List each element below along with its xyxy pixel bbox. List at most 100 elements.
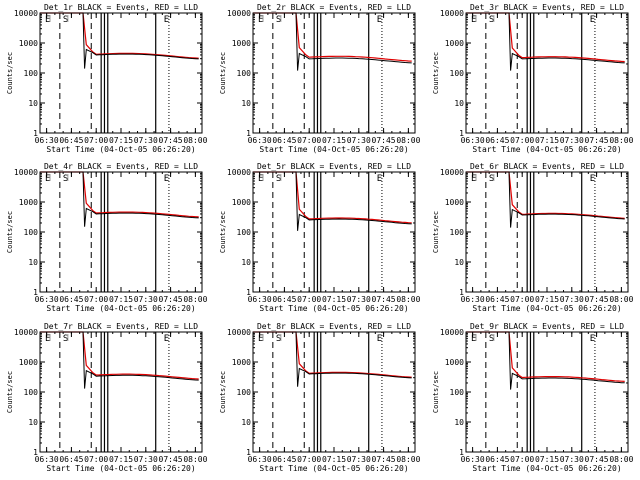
panel-title: Det_4r BLACK = Events, RED = LLD	[44, 162, 198, 171]
marker-label: E	[164, 15, 169, 25]
marker-label: E	[377, 15, 382, 25]
x-tick-label: 06:30	[461, 295, 485, 304]
x-tick-label: 06:30	[248, 455, 272, 464]
detector-panel: Det_6r BLACK = Events, RED = LLDE S E11010…	[432, 162, 634, 313]
plot-frame	[253, 13, 415, 133]
y-tick-label: 100	[24, 69, 39, 78]
x-tick-label: 06:30	[35, 295, 59, 304]
y-tick-label: 10	[454, 418, 464, 427]
x-tick-label: 07:45	[159, 455, 183, 464]
x-tick-label: 07:30	[560, 136, 584, 145]
plot-frame	[466, 13, 628, 133]
x-tick-label: 06:30	[461, 136, 485, 145]
x-tick-label: 07:30	[347, 295, 371, 304]
y-tick-label: 1000	[232, 39, 251, 48]
x-tick-label: 07:30	[134, 455, 158, 464]
x-tick-label: 07:00	[510, 295, 534, 304]
plot-frame	[40, 13, 202, 133]
x-tick-label: 08:00	[609, 455, 633, 464]
panel-title: Det_2r BLACK = Events, RED = LLD	[257, 3, 411, 12]
y-tick-label: 100	[24, 388, 39, 397]
x-tick-label: 06:30	[461, 455, 485, 464]
y-tick-label: 10	[28, 99, 38, 108]
x-tick-label: 07:45	[159, 295, 183, 304]
x-tick-label: 07:00	[297, 295, 321, 304]
x-tick-label: 07:15	[535, 136, 559, 145]
y-tick-label: 1000	[19, 198, 38, 207]
y-tick-label: 10000	[227, 328, 251, 337]
y-tick-label: 10000	[440, 328, 464, 337]
x-tick-label: 07:00	[84, 295, 108, 304]
y-tick-label: 100	[450, 228, 465, 237]
detector-panel: Det_8r BLACK = Events, RED = LLDE S E11010…	[219, 322, 421, 473]
x-tick-label: 08:00	[609, 295, 633, 304]
y-tick-label: 10	[454, 258, 464, 267]
x-tick-label: 08:00	[183, 455, 207, 464]
x-axis-label: Start Time (04-Oct-05 06:26:20)	[472, 145, 621, 154]
x-tick-label: 07:45	[372, 455, 396, 464]
x-tick-label: 06:45	[59, 295, 83, 304]
y-tick-label: 10	[241, 258, 251, 267]
x-tick-label: 07:00	[297, 455, 321, 464]
x-tick-label: 08:00	[396, 455, 420, 464]
y-axis-label: Counts/sec	[219, 52, 227, 94]
panel-title: Det_7r BLACK = Events, RED = LLD	[44, 322, 198, 331]
detector-panel: Det_7r BLACK = Events, RED = LLDE S E11010…	[6, 322, 208, 473]
panel-title: Det_8r BLACK = Events, RED = LLD	[257, 322, 411, 331]
x-tick-label: 07:00	[84, 136, 108, 145]
x-tick-label: 07:15	[322, 455, 346, 464]
y-tick-label: 100	[24, 228, 39, 237]
plot-frame	[253, 172, 415, 292]
x-axis-label: Start Time (04-Oct-05 06:26:20)	[46, 464, 195, 473]
x-axis-label: Start Time (04-Oct-05 06:26:20)	[259, 304, 408, 313]
x-tick-label: 08:00	[609, 136, 633, 145]
x-tick-label: 07:45	[159, 136, 183, 145]
x-tick-label: 07:15	[322, 136, 346, 145]
x-tick-label: 07:30	[134, 136, 158, 145]
x-tick-label: 06:45	[272, 455, 296, 464]
panel-title: Det_5r BLACK = Events, RED = LLD	[257, 162, 411, 171]
y-tick-label: 10000	[14, 9, 38, 18]
x-tick-label: 07:00	[510, 136, 534, 145]
y-tick-label: 1000	[445, 358, 464, 367]
detector-panel: Det_4r BLACK = Events, RED = LLDE S E11010…	[6, 162, 208, 313]
y-tick-label: 1000	[445, 198, 464, 207]
plot-frame	[253, 332, 415, 452]
y-tick-label: 100	[450, 69, 465, 78]
x-tick-label: 07:15	[109, 136, 133, 145]
x-tick-label: 07:45	[372, 136, 396, 145]
y-tick-label: 10000	[14, 168, 38, 177]
x-tick-label: 07:45	[585, 295, 609, 304]
x-tick-label: 07:15	[109, 295, 133, 304]
marker-label: E	[590, 174, 595, 184]
marker-label: E	[164, 334, 169, 344]
y-axis-label: Counts/sec	[6, 371, 14, 413]
y-tick-label: 1000	[232, 198, 251, 207]
detector-panel: Det_9r BLACK = Events, RED = LLD E S E 1 10 10…	[432, 322, 634, 473]
x-tick-label: 07:30	[560, 455, 584, 464]
y-tick-label: 10	[241, 418, 251, 427]
x-tick-label: 07:15	[535, 455, 559, 464]
x-tick-label: 07:15	[322, 295, 346, 304]
plot-frame	[40, 332, 202, 452]
y-tick-label: 100	[237, 228, 252, 237]
marker-label: E	[164, 174, 169, 184]
panel-title: Det_6r BLACK = Events, RED = LLD	[470, 162, 624, 171]
detector-panel: Det_5r BLACK = Events, RED = LLD E S E 1 10 10…	[219, 162, 421, 313]
marker-label: E	[377, 174, 382, 184]
x-tick-label: 07:30	[560, 295, 584, 304]
x-axis-label: Start Time (04-Oct-05 06:26:20)	[46, 304, 195, 313]
x-axis-label: Start Time (04-Oct-05 06:26:20)	[259, 464, 408, 473]
marker-label: E	[590, 15, 595, 25]
x-tick-label: 08:00	[396, 295, 420, 304]
y-axis-label: Counts/sec	[219, 371, 227, 413]
x-tick-label: 08:00	[396, 136, 420, 145]
y-axis-label: Counts/sec	[432, 52, 440, 94]
panel-title: Det_3r BLACK = Events, RED = LLD	[470, 3, 624, 12]
marker-label: E	[377, 334, 382, 344]
y-tick-label: 10	[454, 99, 464, 108]
x-tick-label: 06:30	[35, 136, 59, 145]
x-tick-label: 08:00	[183, 136, 207, 145]
x-tick-label: 06:45	[59, 455, 83, 464]
